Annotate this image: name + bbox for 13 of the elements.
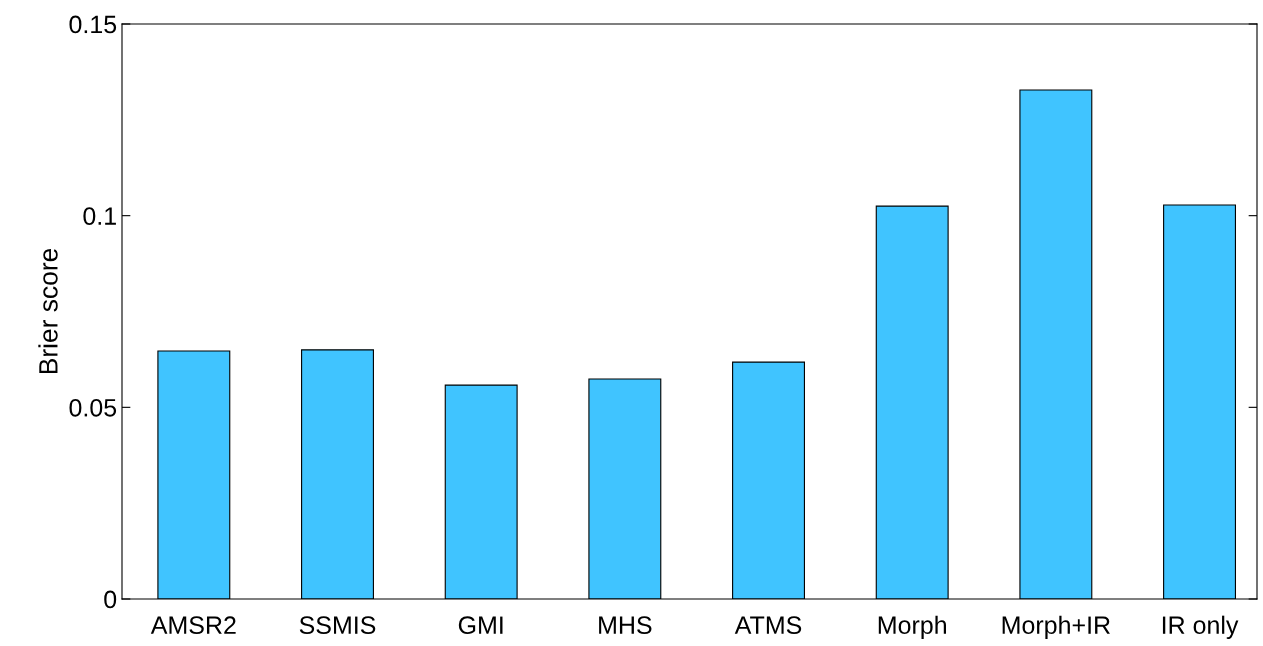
x-tick-label: GMI <box>458 616 503 635</box>
x-tick-label: MHS <box>599 616 652 635</box>
y-tick-label: 0.1 <box>83 207 116 225</box>
x-tick-label: Morph+IR <box>1002 615 1110 639</box>
x-tick-label: ATMS <box>734 616 802 635</box>
x-tick-label: SSMIS <box>299 616 376 635</box>
x-tick-label: IR only <box>1162 615 1239 639</box>
y-tick-label: 0.15 <box>69 15 117 34</box>
y-tick-label: 0 <box>104 590 117 609</box>
x-tick-label: AMSR2 <box>150 616 236 635</box>
y-axis-title: Brier score <box>38 248 58 374</box>
y-tick-label: 0.05 <box>69 398 117 417</box>
x-tick-label: Morph <box>878 615 946 639</box>
